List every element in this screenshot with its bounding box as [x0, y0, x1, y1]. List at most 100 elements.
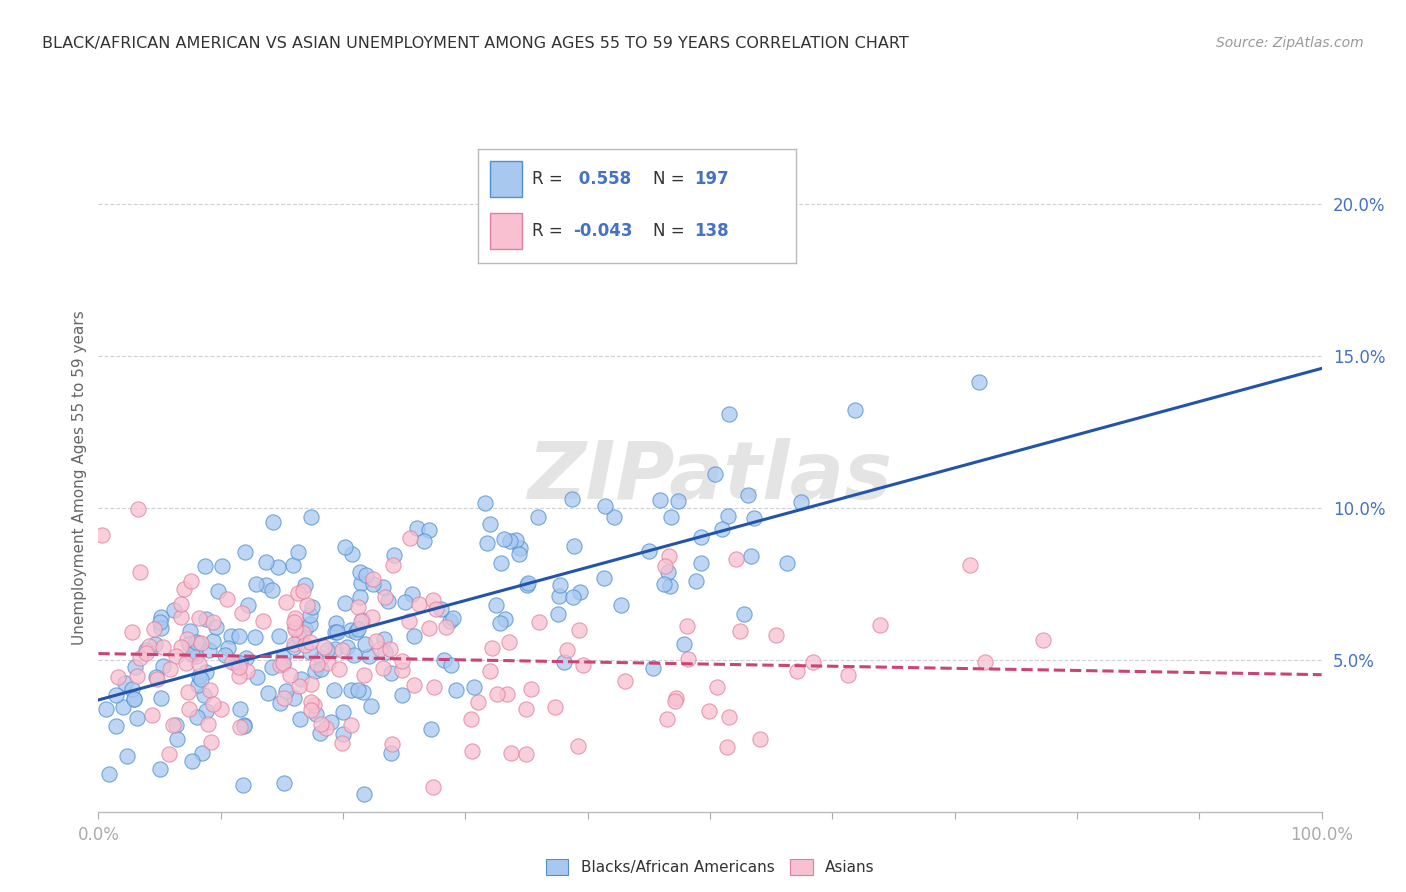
Point	[287, 545, 309, 559]
Point	[325, 616, 347, 631]
Point	[382, 549, 405, 563]
Point	[364, 634, 387, 648]
Point	[228, 669, 250, 683]
Point	[121, 625, 143, 640]
Point	[134, 646, 156, 660]
Point	[716, 739, 738, 754]
Point	[254, 555, 277, 569]
Point	[176, 632, 198, 647]
Point	[214, 648, 236, 662]
Point	[149, 762, 172, 776]
Point	[256, 578, 278, 592]
Point	[150, 621, 173, 635]
Point	[776, 556, 799, 570]
Point	[352, 685, 374, 699]
Point	[201, 615, 224, 629]
Point	[184, 635, 207, 649]
Point	[357, 648, 380, 663]
Point	[664, 694, 686, 708]
Point	[288, 712, 311, 726]
Point	[562, 590, 585, 604]
Point	[555, 643, 578, 657]
Point	[328, 662, 350, 676]
Point	[148, 615, 170, 629]
Point	[129, 565, 152, 579]
Y-axis label: Unemployment Among Ages 55 to 59 years: Unemployment Among Ages 55 to 59 years	[72, 310, 87, 645]
Point	[343, 648, 366, 663]
Point	[245, 576, 267, 591]
Point	[716, 508, 738, 523]
Point	[333, 540, 356, 554]
Point	[643, 661, 665, 675]
Point	[326, 624, 349, 639]
Point	[297, 598, 319, 612]
Point	[361, 577, 384, 591]
Point	[304, 664, 326, 678]
Point	[304, 706, 326, 721]
Point	[658, 549, 681, 564]
Point	[391, 663, 413, 677]
Point	[115, 749, 138, 764]
Point	[394, 595, 416, 609]
Point	[186, 710, 208, 724]
Point	[494, 612, 516, 626]
Point	[733, 607, 755, 621]
Point	[406, 521, 429, 535]
Point	[165, 718, 187, 732]
Point	[439, 614, 461, 628]
Point	[323, 642, 346, 657]
Point	[273, 691, 295, 706]
Point	[869, 618, 891, 632]
Point	[356, 568, 378, 582]
Point	[685, 574, 707, 588]
Point	[127, 502, 149, 516]
Point	[94, 702, 117, 716]
Point	[302, 698, 325, 712]
Point	[515, 747, 537, 761]
Point	[654, 558, 676, 573]
Point	[224, 656, 246, 670]
Point	[294, 578, 316, 592]
Point	[340, 718, 363, 732]
Text: Source: ZipAtlas.com: Source: ZipAtlas.com	[1216, 36, 1364, 50]
Point	[121, 681, 143, 696]
Point	[150, 690, 173, 705]
Point	[188, 668, 211, 682]
Point	[283, 691, 305, 706]
Point	[562, 539, 585, 553]
Point	[262, 515, 284, 529]
Point	[398, 531, 420, 545]
Point	[422, 780, 444, 794]
Point	[740, 549, 762, 563]
Point	[340, 548, 363, 562]
Point	[460, 712, 482, 726]
Point	[801, 655, 824, 669]
Point	[659, 579, 682, 593]
Point	[181, 754, 204, 768]
Point	[474, 495, 496, 509]
Point	[187, 678, 209, 692]
Point	[553, 656, 575, 670]
Point	[1032, 632, 1054, 647]
Point	[332, 727, 354, 741]
Point	[104, 688, 127, 702]
Point	[114, 675, 136, 690]
Point	[340, 623, 363, 637]
Point	[176, 685, 198, 699]
Point	[111, 700, 134, 714]
Point	[298, 616, 321, 631]
Point	[332, 642, 354, 657]
Point	[349, 590, 371, 604]
Point	[170, 640, 193, 655]
Point	[371, 580, 394, 594]
Point	[191, 746, 214, 760]
Point	[232, 717, 254, 731]
Point	[170, 597, 193, 611]
Point	[515, 702, 537, 716]
Point	[299, 510, 322, 524]
Point	[380, 642, 402, 657]
Point	[567, 624, 589, 638]
Point	[413, 533, 436, 548]
Point	[333, 596, 356, 610]
Point	[301, 600, 323, 615]
